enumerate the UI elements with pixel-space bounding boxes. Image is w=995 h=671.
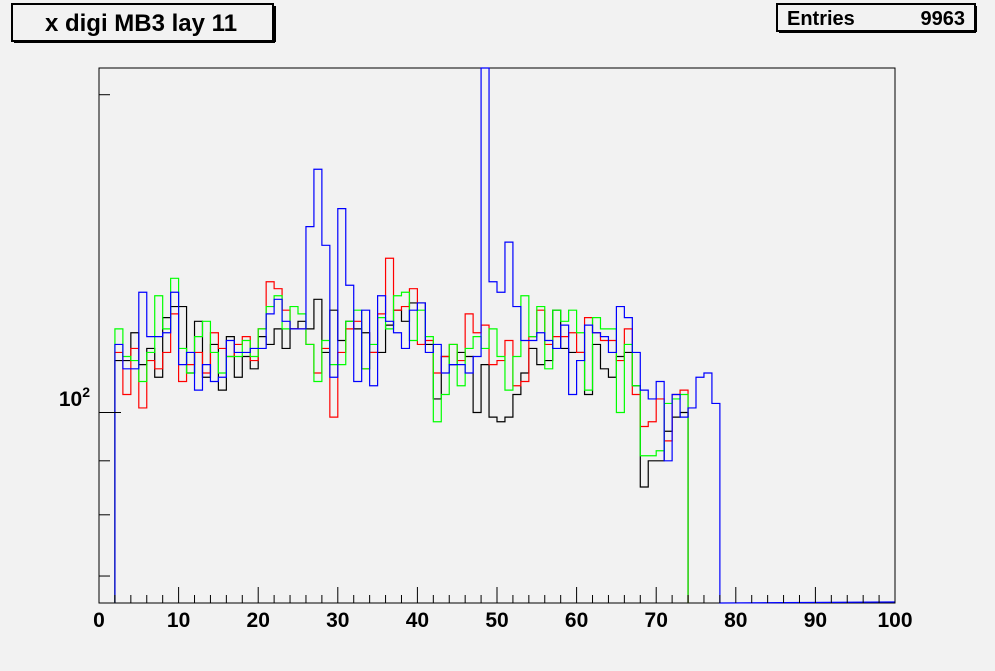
- series-layer: [114, 67, 896, 604]
- x-tick-label-10: 10: [167, 609, 190, 632]
- x-tick-label-100: 100: [877, 609, 912, 632]
- entries-value: 9963: [921, 8, 966, 30]
- x-tick-label-20: 20: [247, 609, 270, 632]
- x-tick-label-90: 90: [804, 609, 827, 632]
- histogram-series-3: [114, 277, 689, 603]
- chart-title: x digi MB3 lay 11: [45, 10, 237, 37]
- x-tick-label-50: 50: [485, 609, 508, 632]
- title-box: x digi MB3 lay 11: [11, 3, 276, 43]
- entries-label: Entries: [787, 8, 855, 30]
- histogram-series-4: [114, 67, 896, 604]
- title-box-frame: [11, 3, 274, 42]
- x-tick-label-30: 30: [326, 609, 349, 632]
- stats-box: Entries 9963: [776, 3, 977, 33]
- y-tick-label-100: 102: [59, 384, 90, 411]
- x-tick-label-70: 70: [645, 609, 668, 632]
- x-axis: 0 10 20 30 40 50 60 70 80 90 100: [93, 587, 913, 632]
- x-tick-label-60: 60: [565, 609, 588, 632]
- x-tick-label-80: 80: [724, 609, 747, 632]
- y-axis: 102: [59, 94, 121, 577]
- x-tick-label-40: 40: [406, 609, 429, 632]
- x-tick-label-0: 0: [93, 609, 105, 632]
